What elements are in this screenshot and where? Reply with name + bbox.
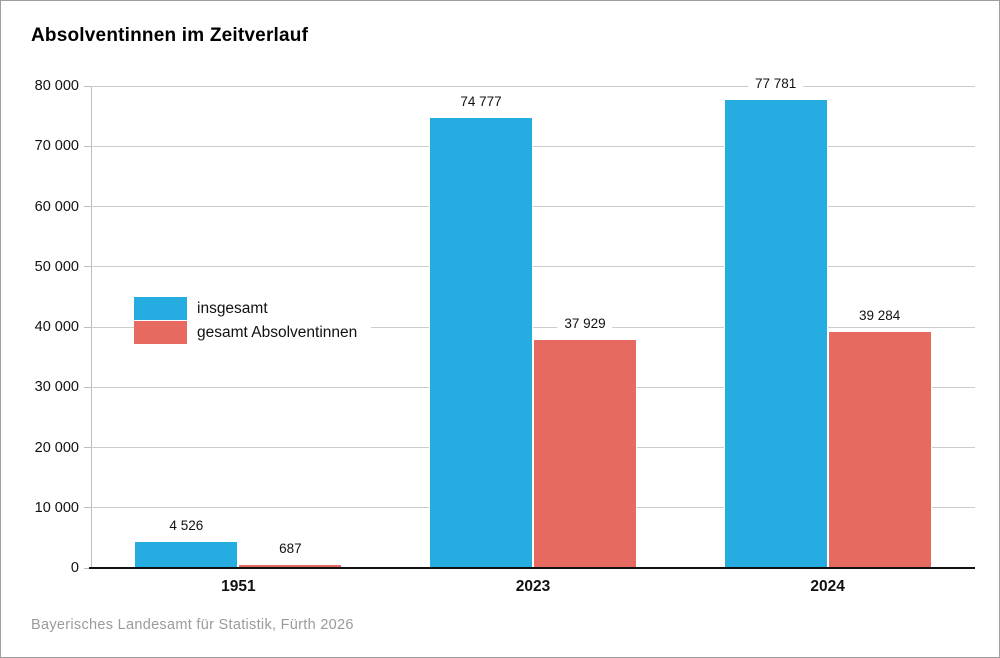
y-axis-tick <box>84 447 91 448</box>
y-axis-tick <box>84 206 91 207</box>
y-axis-tick <box>84 507 91 509</box>
value-label-blue-2024: 77 781 <box>748 74 804 93</box>
chart-title: Absolventinnen im Zeitverlauf <box>31 25 309 46</box>
y-axis-tick-label: 70 000 <box>34 138 79 155</box>
value-label-red-2024: 39 284 <box>852 306 908 325</box>
bar-red-2023 <box>533 339 637 568</box>
value-label-blue-2023: 74 777 <box>453 92 509 111</box>
gridline <box>91 266 975 268</box>
y-axis-tick <box>84 326 91 328</box>
y-axis-tick-label: 10 000 <box>34 499 79 516</box>
y-axis-tick-label: 60 000 <box>34 198 79 215</box>
bar-blue-1951 <box>134 541 239 568</box>
legend-swatch-insgesamt <box>134 297 187 320</box>
x-axis-tick-label-2023: 2023 <box>515 578 551 595</box>
legend-label-insgesamt: insgesamt <box>197 299 268 317</box>
y-axis-tick <box>84 567 91 569</box>
y-axis-tick <box>84 386 91 388</box>
bar-blue-2023 <box>429 117 533 568</box>
plot-area: insgesamt gesamt Absolventinnen 0 10 000 2… <box>35 74 975 595</box>
gridline <box>91 85 975 87</box>
value-label-red-2023: 37 929 <box>557 314 613 333</box>
y-axis-tick <box>84 266 91 268</box>
y-axis-tick-label: 20 000 <box>34 439 79 456</box>
gridline <box>91 326 975 328</box>
value-label-blue-1951: 4 526 <box>162 516 211 535</box>
y-axis-tick <box>84 145 91 147</box>
legend-swatch-gesamt-absolventinnen <box>134 321 187 344</box>
value-label-red-1951: 687 <box>272 539 309 558</box>
bar-red-2024 <box>827 331 932 568</box>
legend-item-gesamt-absolventinnen: gesamt Absolventinnen <box>134 321 357 344</box>
y-axis-tick-label: 0 <box>70 560 79 576</box>
x-axis-tick-label-2024: 2024 <box>810 578 845 595</box>
gridline <box>91 206 975 207</box>
bar-blue-2024 <box>723 99 828 568</box>
y-axis-tick-label: 80 000 <box>34 78 79 94</box>
legend: insgesamt gesamt Absolventinnen <box>134 297 372 346</box>
y-axis-tick-label: 40 000 <box>34 319 79 335</box>
y-axis-tick <box>84 85 91 87</box>
legend-item-insgesamt: insgesamt <box>134 297 357 320</box>
gridline <box>91 145 975 147</box>
y-axis-tick-label: 30 000 <box>34 379 79 396</box>
y-axis-tick-label: 50 000 <box>34 258 79 275</box>
x-axis-tick-label-1951: 1951 <box>221 578 256 595</box>
source-note: Bayerisches Landesamt für Statistik, Für… <box>31 617 354 633</box>
legend-label-gesamt-absolventinnen: gesamt Absolventinnen <box>197 323 358 341</box>
x-axis-line <box>89 567 975 569</box>
